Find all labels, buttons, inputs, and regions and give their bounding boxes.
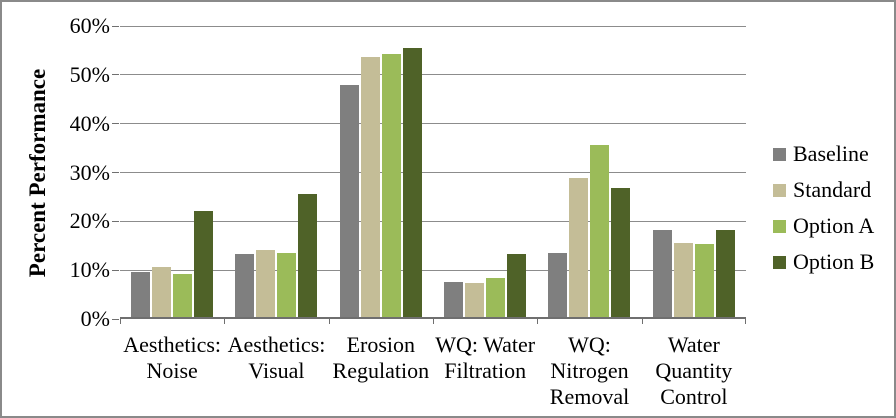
y-tick-label-20: 20% [69, 208, 110, 234]
legend-swatch-icon [773, 183, 786, 197]
legend-swatch-icon [773, 255, 786, 269]
bar-group-5 [642, 26, 746, 317]
plot-area: 0% 10% 20% 30% 40% 50% 60% [70, 14, 746, 331]
x-category-label-line: Filtration [444, 358, 527, 383]
x-category-label-line: Visual [248, 358, 305, 383]
bar-option-b-3 [507, 253, 527, 317]
bar-option-a-2 [381, 54, 401, 317]
x-axis-tick-2 [328, 317, 330, 324]
bar-group-0 [120, 26, 224, 317]
legend-label: Option A [793, 213, 875, 238]
x-category-label-2: Erosion Regulation [329, 332, 433, 384]
legend-item-standard: Standard [773, 177, 874, 202]
bar-option-a-4 [590, 145, 610, 317]
x-axis-tick-1 [224, 317, 226, 324]
legend-item-option-a: Option A [773, 213, 875, 238]
bar-standard-2 [360, 57, 380, 317]
x-category-label-line: Regulation [332, 358, 430, 383]
y-axis-tick-30 [112, 172, 119, 173]
gridline-30 [120, 172, 746, 173]
bar-group-2 [329, 26, 433, 317]
y-axis-tick-20 [112, 220, 119, 222]
x-category-label-1: Aesthetics: Visual [224, 332, 328, 384]
bar-baseline-2 [339, 85, 359, 317]
bar-option-b-5 [715, 229, 735, 317]
y-tick-label-40: 40% [69, 110, 110, 136]
gridline-60 [120, 25, 746, 27]
x-axis-tick-0 [120, 317, 121, 324]
x-category-label-line: Removal [549, 384, 630, 409]
bar-standard-1 [256, 249, 276, 317]
x-category-label-5: Water Quantity Control [642, 332, 746, 410]
bar-baseline-0 [131, 271, 151, 317]
bar-option-b-1 [298, 193, 318, 317]
legend-label: Option B [793, 249, 875, 274]
bar-standard-0 [152, 266, 172, 317]
y-axis-tick-10 [112, 269, 119, 271]
y-axis-tick-50 [112, 74, 119, 76]
legend-swatch-icon [773, 219, 786, 233]
x-category-label-line: Quantity [655, 358, 733, 383]
bar-option-a-3 [486, 278, 506, 317]
x-category-label-line: Nitrogen [550, 358, 629, 383]
y-axis-tick-0 [112, 319, 119, 320]
bar-baseline-4 [548, 253, 568, 317]
legend: Baseline Standard Option A Option B [773, 141, 875, 286]
y-axis-tick-40 [112, 123, 119, 125]
x-category-label-line: Erosion [346, 332, 416, 357]
y-tick-label-50: 50% [69, 61, 110, 87]
x-axis-tick-4 [537, 317, 539, 324]
bar-standard-5 [673, 243, 693, 317]
bar-option-a-0 [173, 274, 193, 317]
legend-label: Baseline [793, 141, 869, 166]
x-axis-tick-5 [641, 317, 643, 324]
x-category-label-line: WQ: [568, 332, 611, 357]
y-tick-label-0: 0% [80, 306, 110, 331]
legend-swatch-icon [773, 147, 786, 161]
gridline-20 [120, 220, 746, 222]
legend-item-option-b: Option B [773, 249, 875, 274]
y-tick-label-10: 10% [69, 257, 110, 283]
bar-group-4 [537, 26, 641, 317]
bar-option-b-2 [402, 48, 422, 317]
x-category-label-line: Aesthetics: [123, 332, 222, 357]
x-category-label-line: Water [667, 332, 720, 357]
x-category-label-line: Noise [146, 358, 198, 383]
gridline-10 [120, 269, 746, 271]
x-axis-tick-6 [745, 317, 746, 324]
legend-label: Standard [793, 177, 872, 202]
bar-option-a-1 [277, 252, 297, 317]
x-category-label-line: Control [660, 384, 728, 409]
gridline-50 [120, 74, 746, 76]
bar-baseline-5 [652, 229, 672, 317]
bar-standard-3 [465, 282, 485, 317]
bar-option-b-0 [194, 210, 214, 317]
y-tick-label-30: 30% [69, 159, 110, 185]
bar-standard-4 [569, 178, 589, 317]
y-axis-tick-60 [112, 25, 119, 27]
bar-option-b-4 [611, 188, 631, 317]
bar-baseline-1 [235, 254, 255, 317]
bar-baseline-3 [444, 282, 464, 317]
x-axis-tick-3 [433, 317, 434, 324]
bar-group-3 [433, 26, 537, 317]
bar-option-a-5 [694, 243, 714, 317]
x-category-label-line: WQ: Water [435, 332, 536, 357]
x-category-label-4: WQ: Nitrogen Removal [537, 332, 641, 410]
x-category-label-3: WQ: Water Filtration [433, 332, 537, 384]
x-category-label-0: Aesthetics: Noise [120, 332, 224, 384]
y-tick-label-60: 60% [69, 13, 110, 38]
gridline-40 [120, 123, 746, 125]
bar-group-1 [224, 26, 328, 317]
x-category-label-line: Aesthetics: [227, 332, 326, 357]
legend-item-baseline: Baseline [773, 141, 874, 166]
